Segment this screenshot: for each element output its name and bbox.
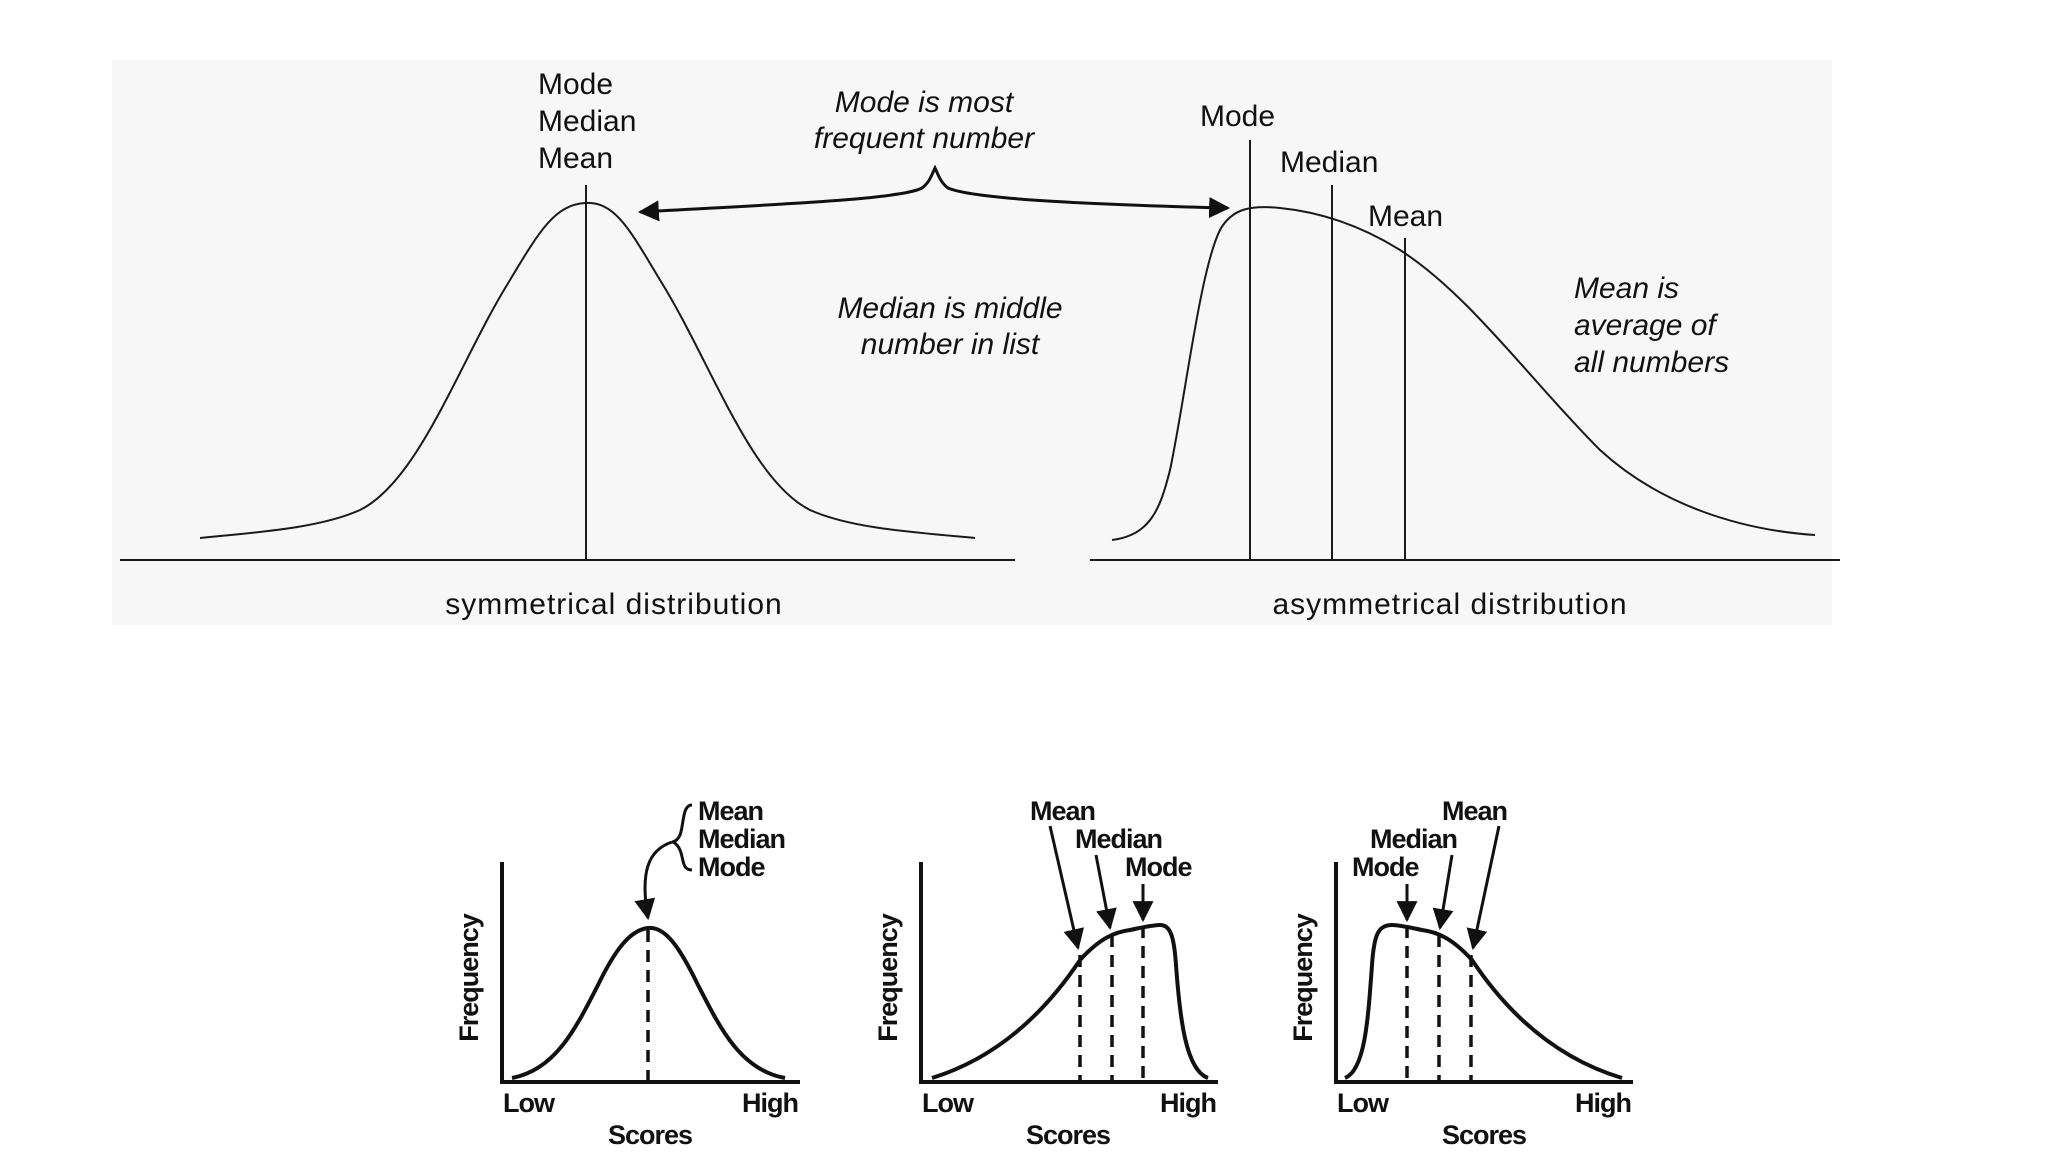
b1-ylabel: Frequency — [454, 913, 484, 1042]
top-figure-panel — [112, 60, 1832, 625]
mean-arrow — [1466, 825, 1501, 951]
mode-annotation: Mode is most frequent number — [637, 86, 1231, 222]
bottom-symmetric-chart: Mean Median Mode Frequency Low High Scor… — [454, 796, 800, 1150]
b2-ylabel: Frequency — [873, 913, 903, 1042]
mean-note-line1: Mean is — [1574, 272, 1679, 305]
sym-caption: symmetrical distribution — [445, 588, 782, 621]
median-annotation: Median is middle number in list — [837, 292, 1062, 361]
asym-median-label: Median — [1280, 146, 1378, 179]
b3-x-low: Low — [1337, 1088, 1390, 1118]
median-arrow — [1094, 854, 1117, 931]
b3-ylabel: Frequency — [1288, 913, 1318, 1042]
b3-mode-label: Mode — [1352, 852, 1419, 882]
bottom-negative-skew-chart: Mean Median Mode Frequency Low High Scor… — [873, 796, 1218, 1150]
median-arrow — [1432, 854, 1454, 931]
asym-mean-label: Mean — [1368, 200, 1443, 233]
bottom-positive-skew-chart: Mean Median Mode Frequency Low High Scor… — [1288, 796, 1633, 1150]
median-note-line2: number in list — [861, 328, 1041, 361]
b3-x-high: High — [1575, 1088, 1631, 1118]
b2-median-label: Median — [1075, 824, 1162, 854]
skewed-curve — [1111, 206, 1816, 541]
b1-xlabel: Scores — [608, 1120, 692, 1150]
brace-arrows — [637, 164, 1231, 222]
median-note-line1: Median is middle — [837, 292, 1062, 325]
symmetrical-distribution: Mode Median Mean symmetrical distributio… — [120, 68, 1015, 621]
sym-mode-label: Mode — [538, 68, 613, 101]
brace — [671, 803, 693, 872]
axes — [500, 862, 800, 1084]
mode-note-line2: frequent number — [814, 122, 1035, 155]
right-skew-curve — [1344, 922, 1623, 1080]
bell-curve — [511, 925, 786, 1080]
b1-mean-label: Mean — [698, 796, 763, 826]
b1-median-label: Median — [698, 824, 785, 854]
sym-mean-label: Mean — [538, 142, 613, 175]
b3-mean-label: Mean — [1442, 796, 1507, 826]
b2-xlabel: Scores — [1026, 1120, 1110, 1150]
mode-note-line1: Mode is most — [835, 86, 1015, 119]
mean-annotation: Mean is average of all numbers — [1574, 272, 1729, 379]
sym-median-label: Median — [538, 105, 636, 138]
asym-caption: asymmetrical distribution — [1272, 588, 1627, 621]
asymmetrical-distribution: Mode Median Mean asymmetrical distributi… — [1090, 100, 1840, 621]
b3-xlabel: Scores — [1442, 1120, 1526, 1150]
b2-mode-label: Mode — [1125, 852, 1192, 882]
b1-x-low: Low — [503, 1088, 556, 1118]
b2-x-high: High — [1160, 1088, 1216, 1118]
mean-note-line3: all numbers — [1574, 346, 1729, 379]
axes — [1334, 862, 1633, 1084]
mean-arrow — [1048, 825, 1085, 951]
pointer-arrow — [634, 840, 673, 921]
b2-mean-label: Mean — [1030, 796, 1095, 826]
b3-median-label: Median — [1370, 824, 1457, 854]
left-skew-curve — [931, 922, 1209, 1080]
b1-x-high: High — [742, 1088, 798, 1118]
b1-mode-label: Mode — [698, 852, 765, 882]
b2-x-low: Low — [922, 1088, 975, 1118]
asym-mode-label: Mode — [1200, 100, 1275, 133]
axes — [919, 862, 1218, 1084]
mean-note-line2: average of — [1574, 309, 1718, 342]
